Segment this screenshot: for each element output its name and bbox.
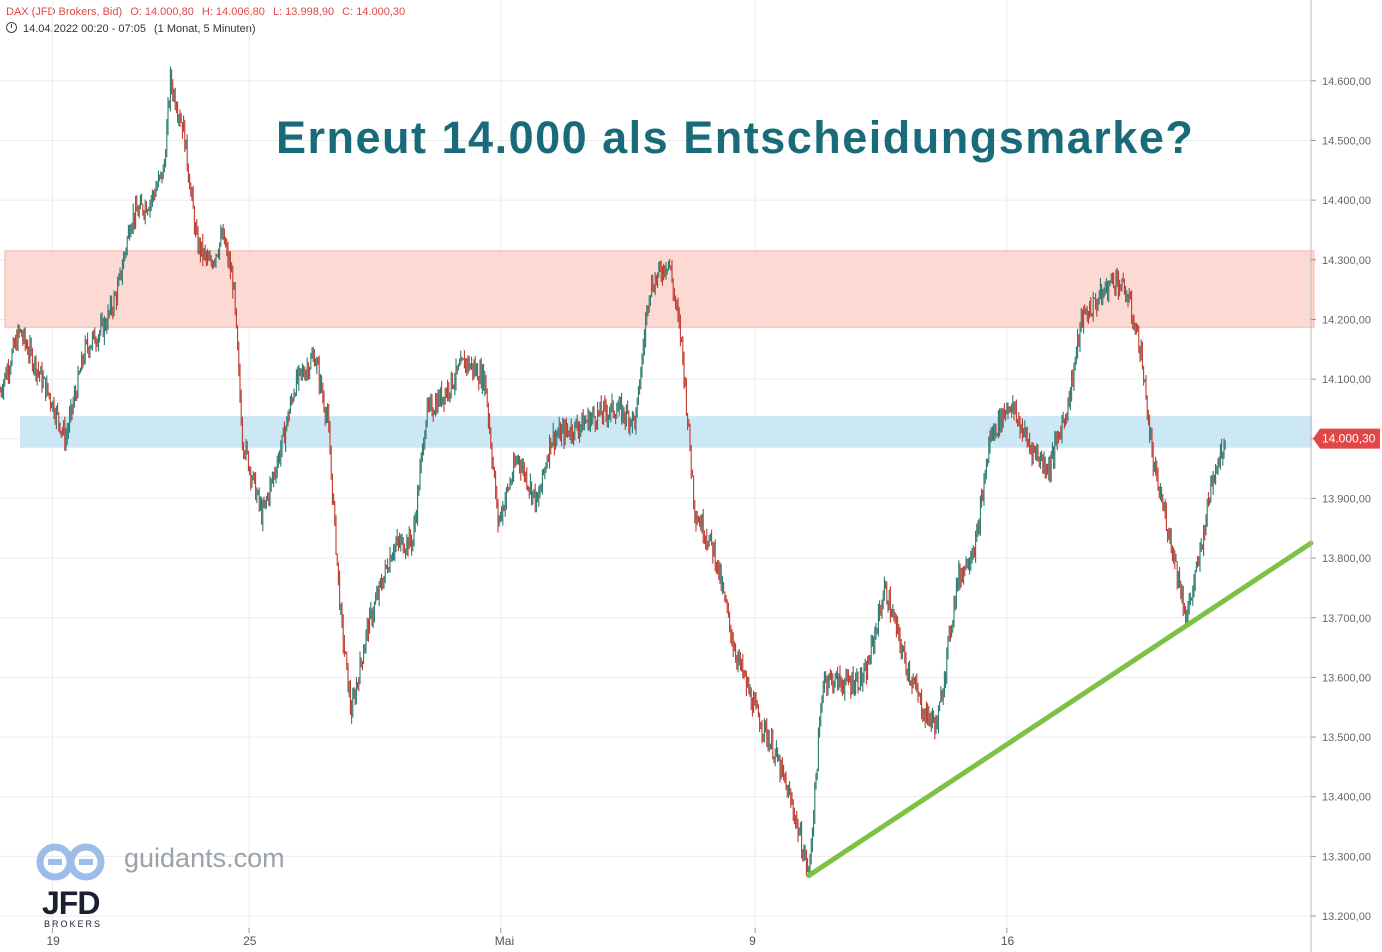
y-tick-label: 13.700,00 bbox=[1322, 613, 1371, 625]
trend-line bbox=[806, 540, 1314, 878]
x-tick-label: Mai bbox=[495, 934, 514, 948]
y-tick-label: 13.800,00 bbox=[1322, 553, 1371, 565]
clock-icon bbox=[6, 22, 17, 33]
chart-headline: Erneut 14.000 als Entscheidungsmarke? bbox=[276, 112, 1195, 163]
y-tick-label: 14.500,00 bbox=[1322, 135, 1371, 147]
y-tick-label: 13.900,00 bbox=[1322, 493, 1371, 505]
last-price-badge: 14.000,30 bbox=[1313, 428, 1380, 449]
y-tick-label: 13.300,00 bbox=[1322, 851, 1371, 863]
x-tick-label: 19 bbox=[46, 934, 60, 948]
y-tick-label: 14.200,00 bbox=[1322, 314, 1371, 326]
x-tick-label: 9 bbox=[749, 934, 756, 948]
header-interval: (1 Monat, 5 Minuten) bbox=[154, 23, 256, 35]
last-price-label: 14.000,30 bbox=[1322, 432, 1376, 446]
y-tick-label: 13.400,00 bbox=[1322, 792, 1371, 804]
y-tick-label: 13.600,00 bbox=[1322, 672, 1371, 684]
jfd-logo-text: JFD bbox=[42, 885, 100, 921]
last-price-badge-shape bbox=[1313, 428, 1380, 449]
x-tick-label: 25 bbox=[243, 934, 257, 948]
price-series bbox=[0, 66, 1226, 877]
jfd-logo-sub: BROKERS bbox=[44, 919, 103, 929]
header-open: O: 14.000,80 bbox=[130, 6, 194, 18]
header-low: L: 13.998,90 bbox=[272, 6, 335, 18]
time-axis: 19 25 Mai 9 16 bbox=[46, 928, 1015, 948]
y-tick-label: 14.400,00 bbox=[1322, 195, 1371, 207]
header-close: C: 14.000,30 bbox=[342, 6, 406, 18]
y-tick-label: 14.600,00 bbox=[1322, 76, 1371, 88]
y-tick-label: 14.100,00 bbox=[1322, 374, 1371, 386]
y-tick-label: 14.300,00 bbox=[1322, 255, 1371, 267]
brand-site[interactable]: guidants.com bbox=[124, 843, 285, 873]
price-axis: 13.200,00 13.300,00 13.400,00 13.500,00 13.6… bbox=[1311, 76, 1371, 923]
y-tick-label: 13.200,00 bbox=[1322, 911, 1371, 923]
support-zone bbox=[20, 416, 1312, 448]
guidants-logo-icon bbox=[36, 843, 105, 881]
header-range-line: 14.04.2022 00:20 - 07:05 (1 Monat, 5 Min… bbox=[6, 22, 261, 35]
x-tick-label: 16 bbox=[1001, 934, 1015, 948]
header-symbol: DAX (JFD Brokers, Bid) bbox=[6, 6, 123, 18]
header-range: 14.04.2022 00:20 - 07:05 bbox=[23, 23, 146, 35]
y-tick-label: 13.500,00 bbox=[1322, 732, 1371, 744]
